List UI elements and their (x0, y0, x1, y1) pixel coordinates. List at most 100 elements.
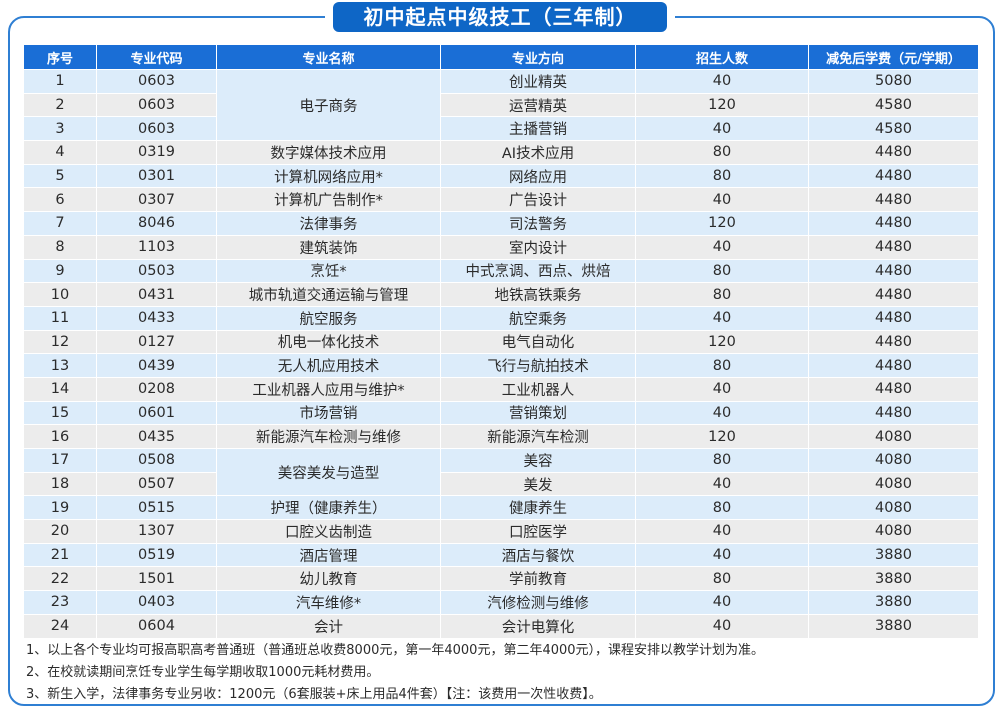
cell-direction: 室内设计 (440, 234, 636, 260)
cell-direction: 营销策划 (440, 400, 636, 426)
cell-no: 14 (23, 376, 97, 402)
cell-direction: 创业精英 (440, 69, 636, 94)
cell-name: 幼儿教育 (216, 566, 441, 592)
cell-fee: 4080 (808, 495, 979, 521)
cell-direction: 中式烹调、西点、烘焙 (440, 258, 636, 284)
header-code: 专业代码 (96, 44, 217, 70)
header-fee: 减免后学费（元/学期） (808, 44, 979, 70)
cell-name: 航空服务 (216, 305, 441, 331)
cell-no: 13 (23, 353, 97, 378)
cell-no: 4 (23, 140, 97, 165)
cell-code: 0301 (96, 163, 217, 189)
cell-direction: 美容 (440, 448, 636, 473)
cell-no: 21 (23, 542, 97, 568)
cell-name: 计算机广告制作* (216, 187, 441, 213)
cell-code: 0603 (96, 69, 217, 94)
cell-code: 0503 (96, 258, 217, 284)
cell-code: 0603 (96, 116, 217, 142)
notes: 1、以上各个专业均可报高职高考普通班（普通班总收费8000元，第一年4000元，… (26, 640, 986, 706)
cell-name: 会计 (216, 613, 441, 639)
cell-code: 0127 (96, 329, 217, 355)
table-row: 16 0435 新能源汽车检测与维修 新能源汽车检测 120 4080 (23, 424, 979, 449)
cell-fee: 4080 (808, 519, 979, 544)
cell-name: 酒店管理 (216, 542, 441, 568)
cell-code: 8046 (96, 211, 217, 236)
cell-fee: 4480 (808, 211, 979, 236)
table-row: 24 0604 会计 会计电算化 40 3880 (23, 613, 979, 639)
cell-no: 9 (23, 258, 97, 284)
cell-direction: 酒店与餐饮 (440, 542, 636, 568)
cell-code: 0515 (96, 495, 217, 521)
table-row: 19 0515 护理（健康养生） 健康养生 80 4080 (23, 495, 979, 521)
table-row: 13 0439 无人机应用技术 飞行与航拍技术 80 4480 (23, 353, 979, 378)
cell-no: 15 (23, 400, 97, 426)
table-row: 14 0208 工业机器人应用与维护* 工业机器人 40 4480 (23, 376, 979, 402)
cell-fee: 4480 (808, 187, 979, 213)
header-count: 招生人数 (635, 44, 809, 70)
cell-no: 24 (23, 613, 97, 639)
cell-direction: 会计电算化 (440, 613, 636, 639)
cell-fee: 4580 (808, 92, 979, 118)
cell-code: 0507 (96, 471, 217, 497)
cell-code: 0519 (96, 542, 217, 568)
table-row: 18 0507 美发 40 4080 (23, 471, 979, 497)
cell-fee: 4480 (808, 376, 979, 402)
cell-no: 17 (23, 448, 97, 473)
cell-count: 80 (635, 566, 809, 592)
cell-count: 40 (635, 400, 809, 426)
cell-direction: 汽修检测与维修 (440, 590, 636, 615)
cell-name: 新能源汽车检测与维修 (216, 424, 441, 449)
cell-name: 法律事务 (216, 211, 441, 236)
cell-fee: 3880 (808, 542, 979, 568)
cell-count: 40 (635, 305, 809, 331)
table-row: 10 0431 城市轨道交通运输与管理 地铁高铁乘务 80 4480 (23, 282, 979, 307)
cell-name: 城市轨道交通运输与管理 (216, 282, 441, 307)
cell-fee: 4480 (808, 234, 979, 260)
cell-name: 机电一体化技术 (216, 329, 441, 355)
cell-no: 3 (23, 116, 97, 142)
cell-fee: 4080 (808, 448, 979, 473)
table-row: 3 0603 主播营销 40 4580 (23, 116, 979, 142)
header-name: 专业名称 (216, 44, 441, 70)
cell-no: 20 (23, 519, 97, 544)
cell-direction: 司法警务 (440, 211, 636, 236)
cell-code: 0435 (96, 424, 217, 449)
cell-code: 0603 (96, 92, 217, 118)
cell-fee: 4480 (808, 305, 979, 331)
table-row: 22 1501 幼儿教育 学前教育 80 3880 (23, 566, 979, 592)
cell-count: 120 (635, 424, 809, 449)
cell-fee: 4480 (808, 163, 979, 189)
cell-no: 16 (23, 424, 97, 449)
cell-code: 0601 (96, 400, 217, 426)
cell-direction: 电气自动化 (440, 329, 636, 355)
table-row: 21 0519 酒店管理 酒店与餐饮 40 3880 (23, 542, 979, 568)
title-banner: 初中起点中级技工（三年制） (325, 0, 675, 34)
cell-count: 40 (635, 613, 809, 639)
cell-no: 12 (23, 329, 97, 355)
table-row: 23 0403 汽车维修* 汽修检测与维修 40 3880 (23, 590, 979, 615)
cell-direction: 航空乘务 (440, 305, 636, 331)
cell-count: 40 (635, 187, 809, 213)
cell-fee: 3880 (808, 566, 979, 592)
cell-code: 0604 (96, 613, 217, 639)
cell-name: 建筑装饰 (216, 234, 441, 260)
cell-count: 80 (635, 163, 809, 189)
cell-fee: 4480 (808, 353, 979, 378)
cell-code: 1103 (96, 234, 217, 260)
cell-fee: 3880 (808, 613, 979, 639)
cell-no: 11 (23, 305, 97, 331)
cell-no: 22 (23, 566, 97, 592)
cell-direction: 飞行与航拍技术 (440, 353, 636, 378)
cell-fee: 4480 (808, 140, 979, 165)
cell-count: 40 (635, 542, 809, 568)
cell-code: 0439 (96, 353, 217, 378)
cell-count: 40 (635, 116, 809, 142)
cell-code: 1307 (96, 519, 217, 544)
cell-count: 80 (635, 495, 809, 521)
cell-direction: 运营精英 (440, 92, 636, 118)
cell-no: 18 (23, 471, 97, 497)
cell-count: 80 (635, 448, 809, 473)
table-row: 7 8046 法律事务 司法警务 120 4480 (23, 211, 979, 236)
cell-no: 7 (23, 211, 97, 236)
cell-count: 40 (635, 471, 809, 497)
